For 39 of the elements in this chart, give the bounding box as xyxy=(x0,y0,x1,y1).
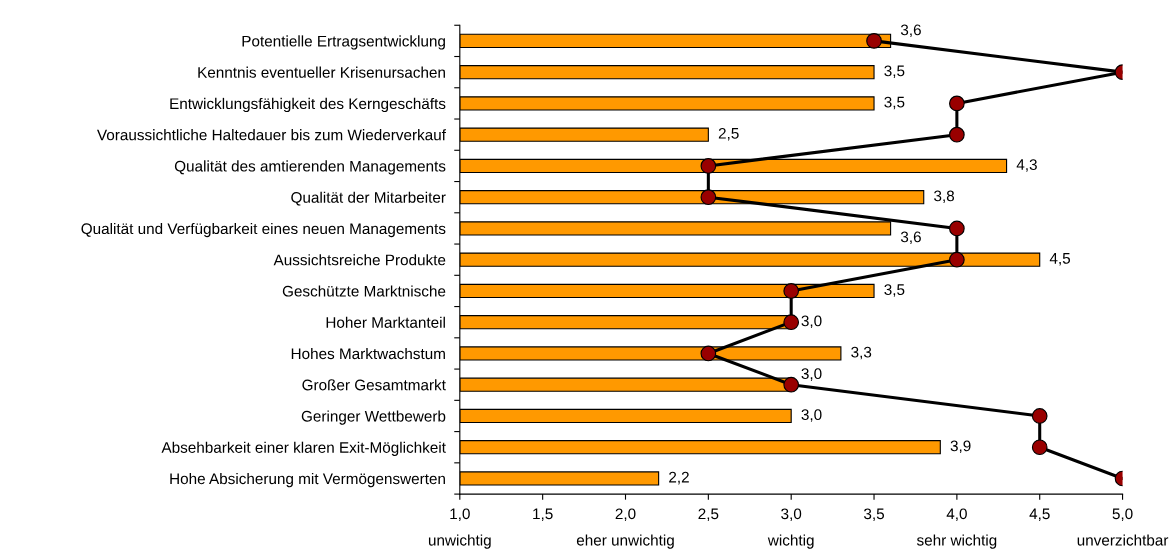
y-tick-label: Potentielle Ertragsentwicklung xyxy=(242,35,445,50)
y-tick-label: Großer Gesamtmarkt xyxy=(302,379,446,391)
x-tick-label: 3,0 wichtig xyxy=(767,508,814,549)
data-label: 3,3 xyxy=(851,346,872,360)
data-label: 4,3 xyxy=(1016,159,1037,172)
data-label: 3,5 xyxy=(884,284,905,297)
y-tick-label: Geringer Wettbewerb xyxy=(301,410,446,425)
x-tick-label: 5,0 unverzichtbar xyxy=(1077,508,1169,546)
data-label: 3,5 xyxy=(884,65,905,79)
y-tick-label: Hohes Marktwachstum xyxy=(291,347,445,360)
y-tick-label: Qualität der Mitarbeiter xyxy=(291,191,446,206)
y-tick-label: Hoher Marktanteil xyxy=(326,316,445,328)
data-label: 2,5 xyxy=(718,127,739,141)
data-label: 3,5 xyxy=(884,96,905,110)
data-label: 3,8 xyxy=(934,190,955,204)
data-label: 3,6 xyxy=(900,231,921,245)
x-tick-label: 4,0 sehr wichtig xyxy=(916,508,997,549)
x-tick-label: 3,5 xyxy=(864,508,885,522)
data-label: 4,5 xyxy=(1049,253,1071,266)
y-tick-label: Qualität des amtierenden Managements xyxy=(174,160,446,175)
data-label: 3,0 xyxy=(801,409,822,422)
x-tick-label: 4,5 xyxy=(1029,508,1050,522)
y-tick-label: Geschützte Marktnische xyxy=(282,285,446,297)
x-tick-label: 2,0 eher unwichtig xyxy=(576,508,674,549)
y-tick-label: Kenntnis eventueller Krisenursachen xyxy=(198,66,445,78)
data-label: 3,9 xyxy=(950,440,971,454)
x-tick-label: 1,0 unwichtig xyxy=(428,508,491,549)
y-tick-label: Voraussichtliche Haltedauer bis zum Wiederverkauf xyxy=(97,129,446,141)
y-tick-label: Qualität und Verfügbarkeit eines neuen Managements xyxy=(81,222,446,238)
y-tick-label: Absehbarkeit einer klaren Exit-Möglichkeit xyxy=(161,441,446,456)
y-tick-label: Entwicklungsfähigkeit des Kerngeschäfts xyxy=(170,97,446,113)
data-label: 3,6 xyxy=(900,24,921,38)
y-tick-label: Hohe Absicherung mit Vermögenswerten xyxy=(170,472,445,488)
data-label: 3,0 xyxy=(801,368,822,381)
x-tick-label: 1,5 xyxy=(533,508,553,522)
y-tick-label: Aussichtsreiche Produkte xyxy=(273,254,446,266)
x-tick-label: 2,5 xyxy=(698,508,719,522)
data-label: 3,0 xyxy=(801,315,822,329)
data-label: 2,2 xyxy=(669,471,689,485)
